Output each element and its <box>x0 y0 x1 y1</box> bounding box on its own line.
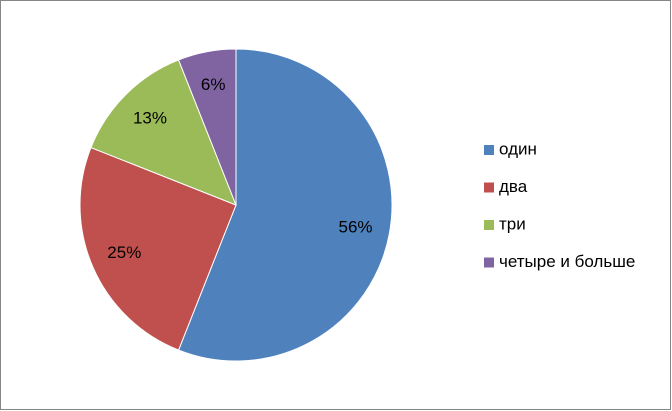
pie-slice <box>177 48 237 206</box>
legend-swatch <box>484 220 494 230</box>
data-label: 25% <box>107 243 141 262</box>
legend-swatch <box>484 257 494 268</box>
legend-label: четыре и больше <box>499 252 635 271</box>
data-label: 6% <box>201 75 226 94</box>
legend-swatch <box>484 182 494 193</box>
pie-slice <box>90 59 237 206</box>
legend-swatch <box>484 145 494 155</box>
pie-slice <box>177 48 393 362</box>
data-label: 56% <box>339 217 373 236</box>
legend-label: один <box>499 139 537 158</box>
pie-slice <box>79 146 237 351</box>
data-label: 13% <box>133 108 167 127</box>
legend-label: два <box>499 177 528 196</box>
legend-label: три <box>499 214 526 233</box>
